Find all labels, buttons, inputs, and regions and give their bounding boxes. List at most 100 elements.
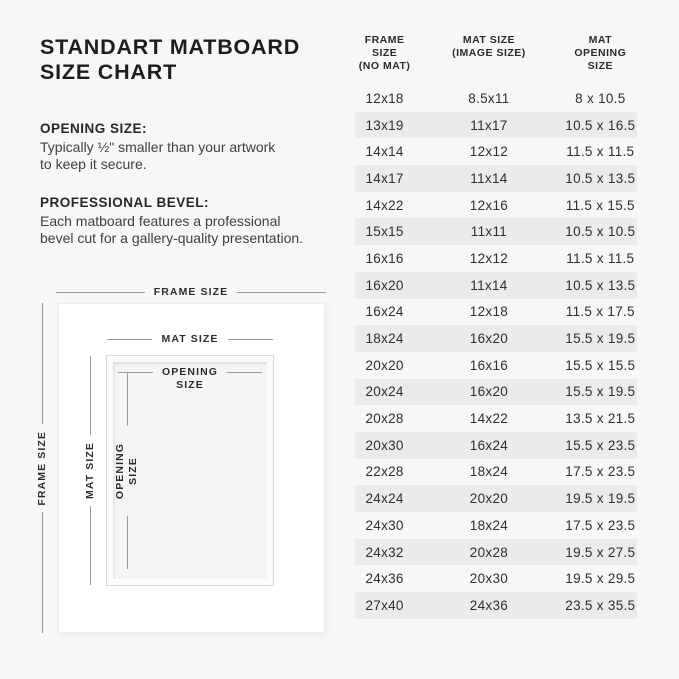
opening-size-heading: OPENING SIZE: bbox=[40, 121, 148, 136]
table-cell: 17.5 x 23.5 bbox=[565, 517, 636, 533]
table-row: 15x15 11x11 10.5 x 10.5 bbox=[355, 218, 637, 246]
table-cell: 22x28 bbox=[365, 464, 404, 480]
table-cell: 20x28 bbox=[365, 411, 404, 427]
table-row: 20x20 16x16 15.5 x 15.5 bbox=[355, 352, 637, 379]
table-row: 20x24 16x20 15.5 x 19.5 bbox=[355, 378, 637, 406]
opening-size-side-label-wrap: OPENING SIZE bbox=[114, 431, 139, 511]
table-cell: 16x16 bbox=[365, 250, 404, 266]
table-row: 12x18 8.5x11 8 x 10.5 bbox=[355, 85, 637, 112]
table-cell: 24x36 bbox=[365, 571, 404, 587]
table-row: 16x24 12x18 11.5 x 17.5 bbox=[355, 299, 637, 326]
mat-size-label: MAT SIZE bbox=[161, 333, 219, 345]
table-cell: 12x18 bbox=[469, 304, 509, 320]
dimension-line bbox=[227, 339, 273, 340]
table-cell: 11.5 x 17.5 bbox=[565, 304, 635, 320]
table-row: 24x24 20x20 19.5 x 19.5 bbox=[355, 485, 637, 512]
table-cell: 16x20 bbox=[469, 384, 509, 400]
frame-size-side-label: FRAME SIZE bbox=[36, 430, 48, 506]
table-row: 24x30 18x24 17.5 x 23.5 bbox=[355, 512, 637, 539]
dimension-line bbox=[227, 372, 262, 373]
opening-size-description: Typically ½" smaller than your artwork t… bbox=[40, 139, 276, 172]
table-cell: 10.5 x 13.5 bbox=[565, 170, 636, 186]
table-cell: 11.5 x 11.5 bbox=[566, 250, 635, 266]
column-header-mat-size: MAT SIZE (IMAGE SIZE) bbox=[452, 34, 526, 59]
table-cell: 20x24 bbox=[365, 384, 404, 400]
dimension-line bbox=[89, 356, 91, 435]
frame-size-side-label-row: FRAME SIZE bbox=[34, 303, 50, 633]
opening-size-side-label: OPENING SIZE bbox=[114, 442, 139, 500]
table-cell: 18x24 bbox=[365, 331, 404, 347]
table-cell: 11.5 x 11.5 bbox=[566, 144, 635, 160]
table-cell: 20x20 bbox=[469, 491, 509, 507]
table-cell: 11x14 bbox=[470, 170, 508, 186]
dimension-line bbox=[41, 512, 43, 633]
intro-column: STANDART MATBOARD SIZE CHART OPENING SIZ… bbox=[40, 35, 360, 247]
table-cell: 23.5 x 35.5 bbox=[565, 597, 636, 613]
table-cell: 20x30 bbox=[469, 571, 509, 587]
table-cell: 11x17 bbox=[470, 117, 508, 133]
table-row: 24x36 20x30 19.5 x 29.5 bbox=[355, 565, 637, 592]
table-row: 22x28 18x24 17.5 x 23.5 bbox=[355, 459, 637, 486]
table-row: 14x17 11x14 10.5 x 13.5 bbox=[355, 165, 637, 192]
table-cell: 18x24 bbox=[469, 517, 509, 533]
size-table-rows: 12x18 8.5x11 8 x 10.5 13x19 11x17 10.5 x 16.5… bbox=[355, 85, 637, 619]
table-cell: 20x30 bbox=[365, 437, 404, 453]
dimension-line bbox=[56, 292, 145, 293]
table-row: 14x14 12x12 11.5 x 11.5 bbox=[355, 138, 637, 165]
dimension-line bbox=[41, 303, 43, 424]
table-cell: 17.5 x 23.5 bbox=[565, 464, 636, 480]
professional-bevel-description: Each matboard features a professional be… bbox=[40, 213, 304, 246]
table-cell: 13x19 bbox=[365, 117, 404, 133]
frame-size-top-label-row: FRAME SIZE bbox=[56, 286, 326, 299]
mat-size-top-label-row: MAT SIZE bbox=[107, 333, 273, 346]
dimension-line bbox=[126, 516, 128, 569]
table-cell: 15x15 bbox=[365, 224, 404, 240]
table-cell: 16x24 bbox=[365, 304, 404, 320]
dimension-line bbox=[89, 506, 91, 585]
frame-size-label: FRAME SIZE bbox=[153, 286, 229, 298]
size-table-header: FRAME SIZE (NO MAT) MAT SIZE (IMAGE SIZE… bbox=[355, 34, 637, 73]
table-cell: 20x28 bbox=[469, 544, 509, 560]
column-header-mat-opening: MAT OPENING SIZE bbox=[574, 34, 627, 72]
table-cell: 11x14 bbox=[470, 277, 508, 293]
table-cell: 12x12 bbox=[469, 250, 509, 266]
table-cell: 10.5 x 10.5 bbox=[565, 224, 636, 240]
dimension-line bbox=[237, 292, 326, 293]
table-cell: 19.5 x 27.5 bbox=[565, 544, 636, 560]
table-cell: 24x36 bbox=[469, 597, 509, 613]
table-cell: 15.5 x 19.5 bbox=[565, 331, 636, 347]
mat-rectangle bbox=[106, 355, 274, 586]
mat-size-side-label-row: MAT SIZE bbox=[82, 356, 98, 585]
table-row: 24x32 20x28 19.5 x 27.5 bbox=[355, 538, 637, 566]
dimension-line bbox=[126, 373, 128, 426]
table-cell: 10.5 x 13.5 bbox=[565, 277, 636, 293]
table-row: 18x24 16x20 15.5 x 19.5 bbox=[355, 325, 637, 352]
table-cell: 16x24 bbox=[469, 437, 509, 453]
opening-size-label: OPENING SIZE bbox=[161, 366, 219, 391]
table-cell: 8.5x11 bbox=[468, 90, 510, 106]
table-cell: 13.5 x 21.5 bbox=[565, 411, 636, 427]
table-cell: 20x20 bbox=[365, 357, 404, 373]
table-row: 13x19 11x17 10.5 x 16.5 bbox=[355, 111, 637, 139]
table-cell: 24x30 bbox=[365, 517, 404, 533]
table-cell: 10.5 x 16.5 bbox=[565, 117, 636, 133]
dimension-line bbox=[107, 339, 153, 340]
table-row: 16x16 12x12 11.5 x 11.5 bbox=[355, 245, 637, 272]
mat-size-side-label: MAT SIZE bbox=[84, 441, 96, 500]
table-cell: 18x24 bbox=[469, 464, 509, 480]
table-cell: 24x32 bbox=[365, 544, 404, 560]
page-title: STANDART MATBOARD SIZE CHART bbox=[40, 35, 301, 84]
table-cell: 14x22 bbox=[469, 411, 509, 427]
table-cell: 11x11 bbox=[470, 224, 508, 240]
table-cell: 16x20 bbox=[365, 277, 404, 293]
table-cell: 14x14 bbox=[365, 144, 404, 160]
table-cell: 11.5 x 15.5 bbox=[565, 197, 635, 213]
table-cell: 8 x 10.5 bbox=[575, 90, 626, 106]
opening-size-label-row: OPENING SIZE bbox=[118, 366, 262, 392]
table-cell: 15.5 x 23.5 bbox=[565, 437, 636, 453]
table-cell: 24x24 bbox=[365, 491, 404, 507]
table-cell: 16x16 bbox=[469, 357, 509, 373]
dimension-line bbox=[118, 372, 153, 373]
table-cell: 14x22 bbox=[365, 197, 404, 213]
